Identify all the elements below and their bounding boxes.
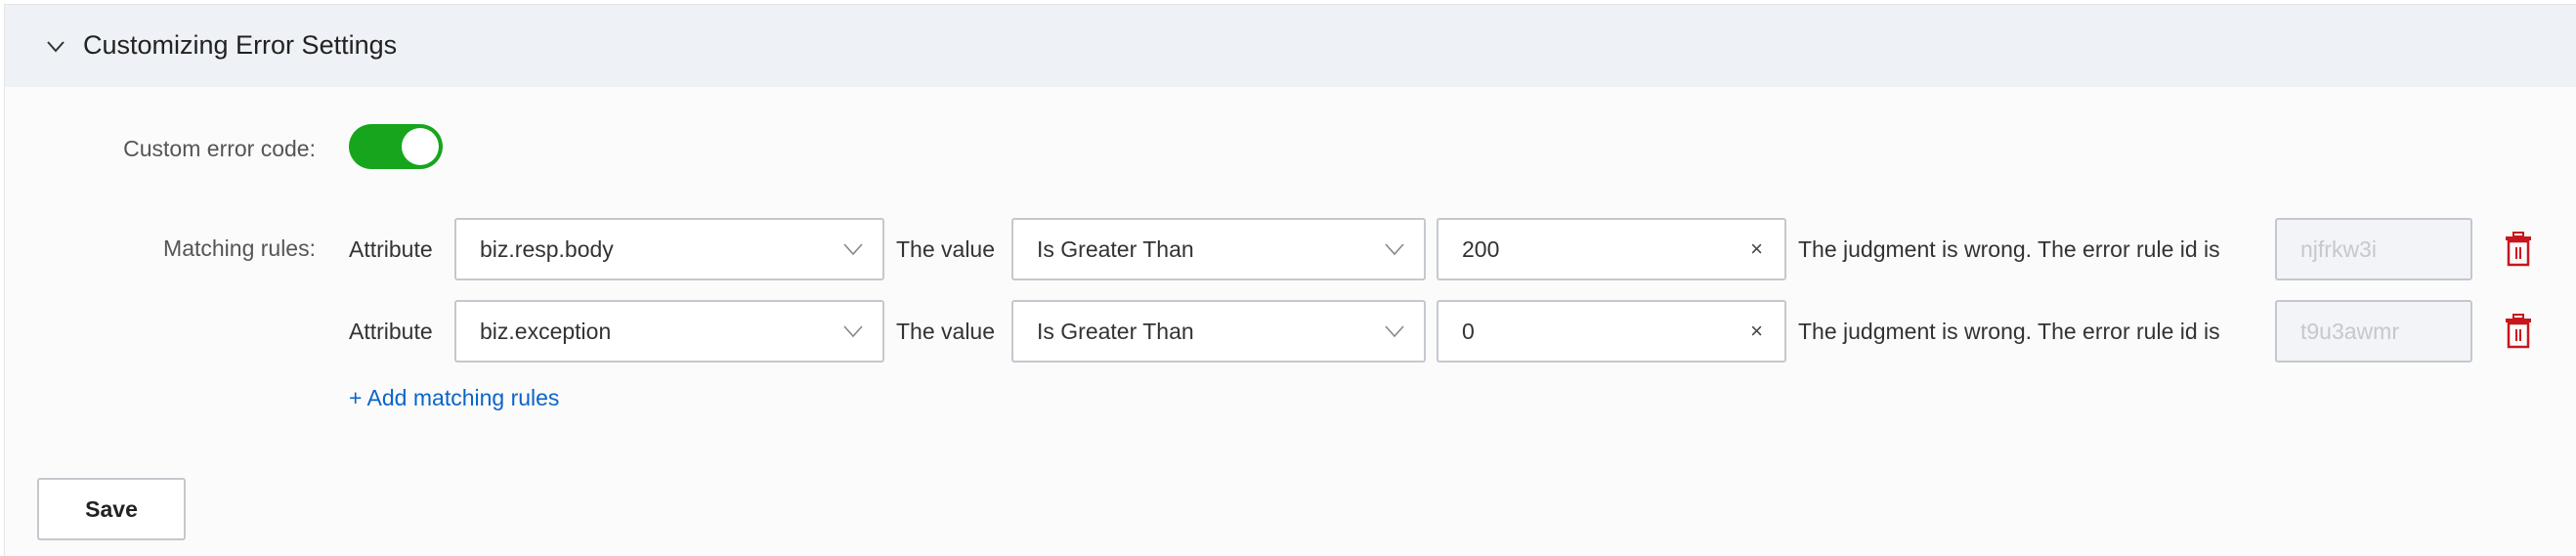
- threshold-input[interactable]: 200 ×: [1437, 218, 1786, 280]
- rule-id-value: njfrkw3i: [2300, 236, 2377, 262]
- rule-id-value: t9u3awmr: [2300, 319, 2399, 344]
- threshold-input[interactable]: 0 ×: [1437, 300, 1786, 363]
- custom-error-code-label: Custom error code:: [123, 136, 316, 161]
- matching-rule-row: Attribute biz.resp.body The value Is Gre…: [5, 218, 2576, 280]
- chevron-down-icon[interactable]: [42, 32, 69, 60]
- rule-id-field: t9u3awmr: [2275, 300, 2472, 363]
- value-label: The value: [896, 236, 996, 262]
- operator-value: Is Greater Than: [1037, 236, 1194, 262]
- chevron-down-icon: [1385, 243, 1404, 256]
- custom-error-code-toggle[interactable]: [349, 124, 443, 169]
- rule-id-field: njfrkw3i: [2275, 218, 2472, 280]
- operator-select[interactable]: Is Greater Than: [1011, 218, 1426, 280]
- value-label: The value: [896, 319, 996, 344]
- clear-icon[interactable]: ×: [1750, 236, 1763, 261]
- chevron-down-icon: [1385, 325, 1404, 338]
- trash-icon[interactable]: [2505, 314, 2532, 349]
- operator-value: Is Greater Than: [1037, 319, 1194, 344]
- save-button[interactable]: Save: [37, 478, 186, 540]
- matching-rules-label: Matching rules:: [163, 235, 316, 261]
- attribute-value: biz.resp.body: [480, 236, 614, 262]
- attribute-label: Attribute: [349, 236, 433, 262]
- trash-icon[interactable]: [2505, 232, 2532, 267]
- attribute-select[interactable]: biz.exception: [454, 300, 884, 363]
- operator-select[interactable]: Is Greater Than: [1011, 300, 1426, 363]
- add-matching-rules-link[interactable]: + Add matching rules: [349, 385, 560, 410]
- attribute-value: biz.exception: [480, 319, 612, 344]
- attribute-label: Attribute: [349, 319, 433, 344]
- threshold-value: 0: [1462, 319, 1475, 344]
- threshold-value: 200: [1462, 236, 1500, 262]
- chevron-down-icon: [843, 243, 863, 256]
- clear-icon[interactable]: ×: [1750, 319, 1763, 343]
- chevron-down-icon: [843, 325, 863, 338]
- section-title: Customizing Error Settings: [83, 30, 398, 60]
- attribute-select[interactable]: biz.resp.body: [454, 218, 884, 280]
- judgment-text: The judgment is wrong. The error rule id…: [1798, 319, 2220, 344]
- matching-rule-row: Attribute biz.exception The value Is Gre…: [5, 300, 2576, 363]
- section-header[interactable]: Customizing Error Settings: [5, 5, 2576, 87]
- judgment-text: The judgment is wrong. The error rule id…: [1798, 236, 2220, 262]
- error-settings-panel: Customizing Error Settings Custom error …: [4, 4, 2576, 556]
- toggle-knob: [402, 128, 439, 165]
